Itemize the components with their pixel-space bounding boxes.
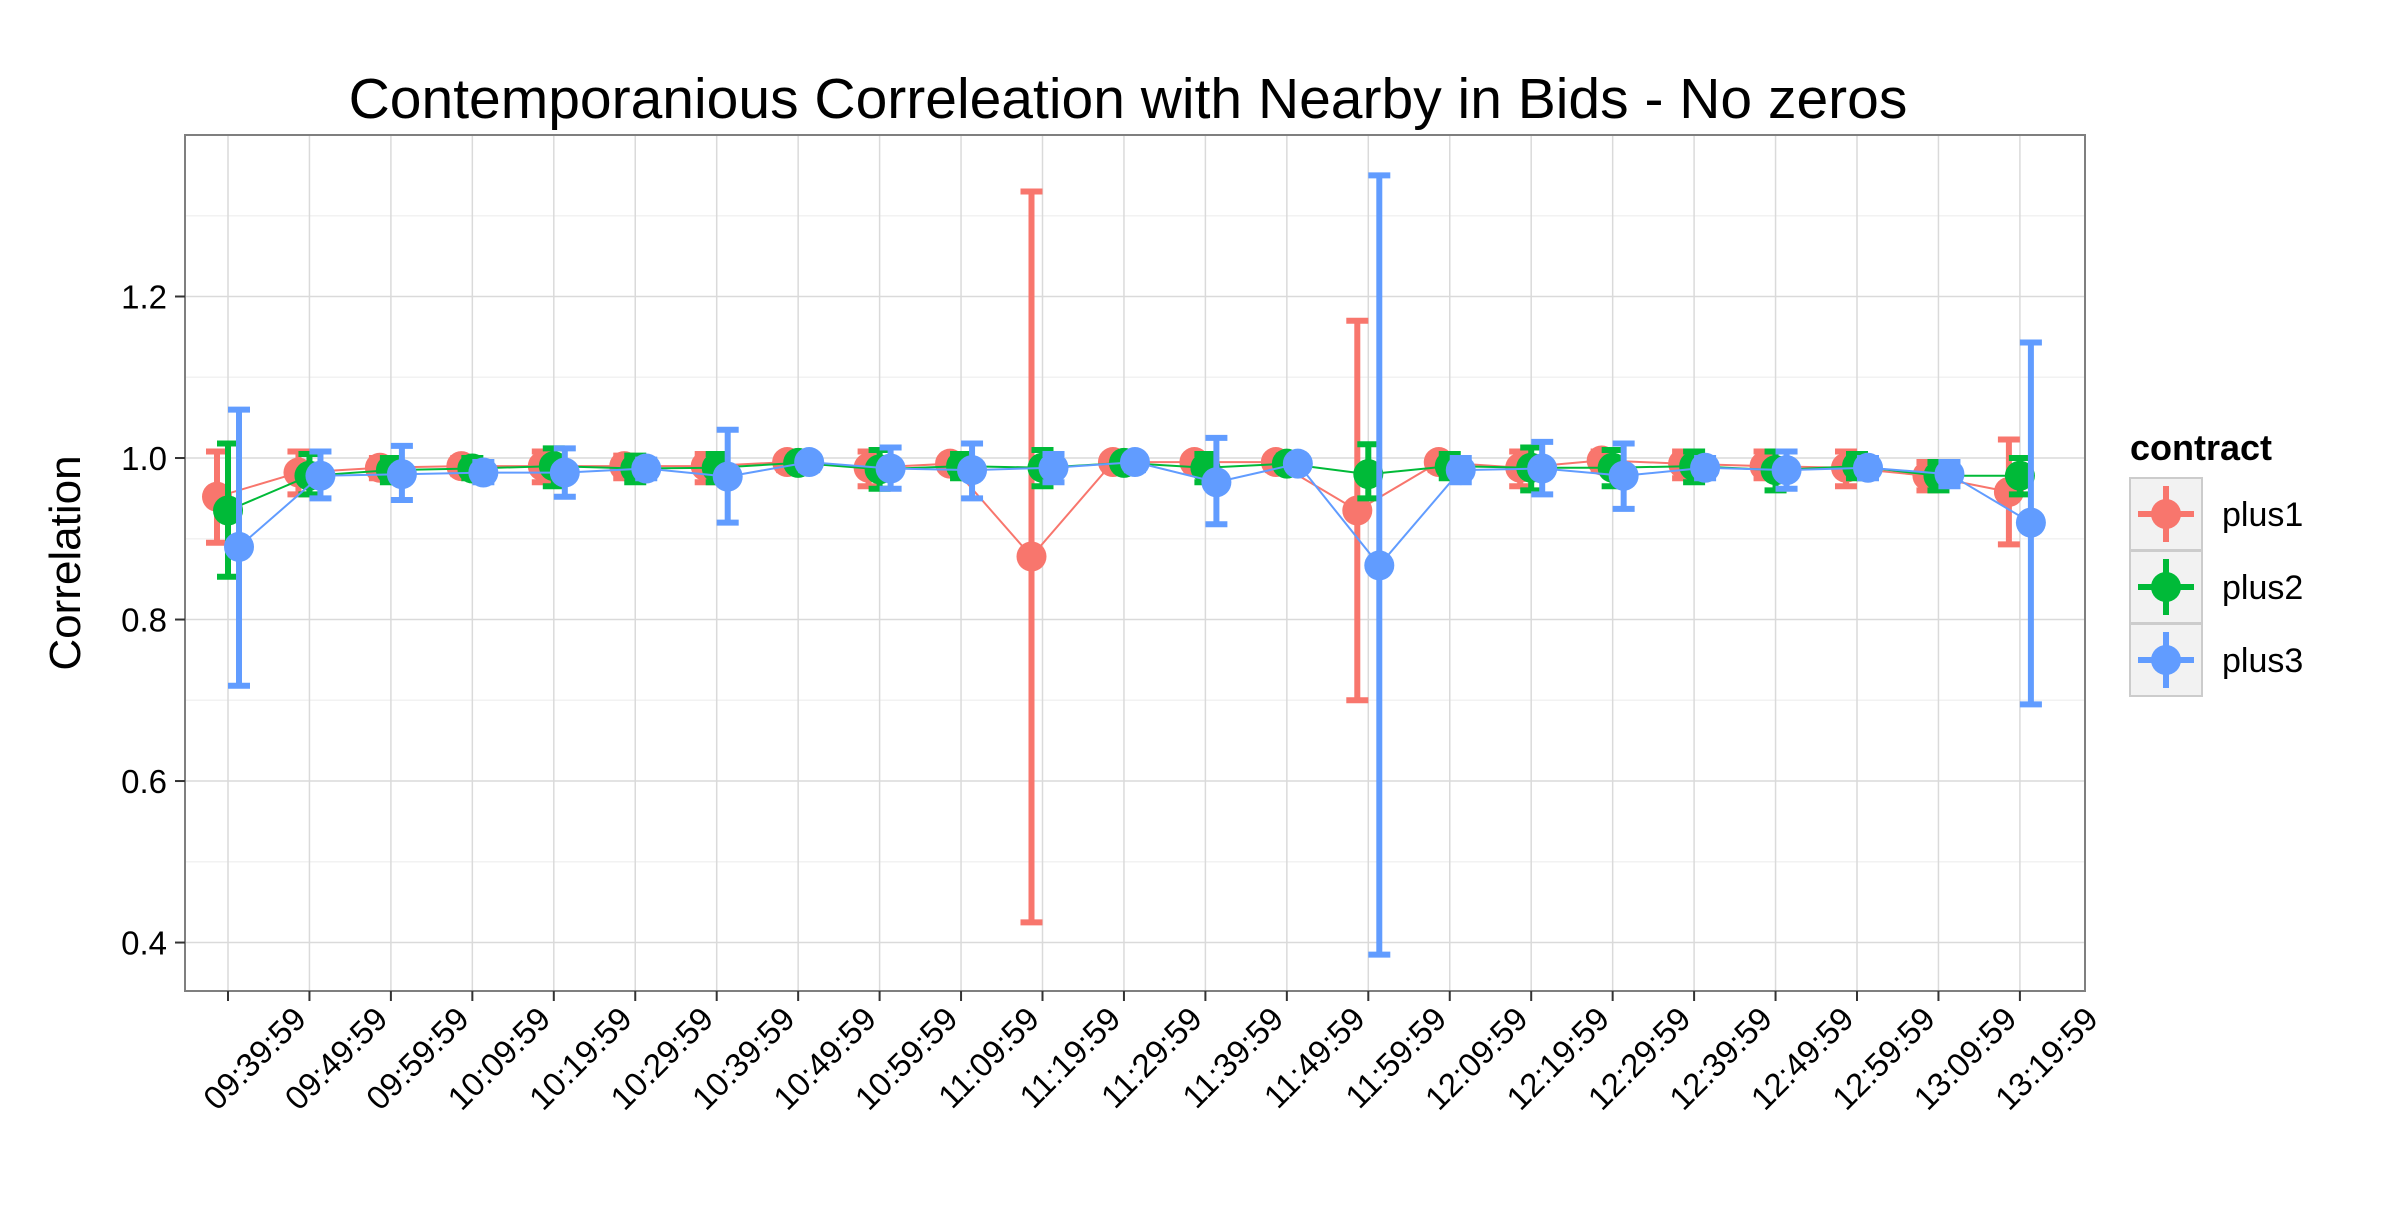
data-point xyxy=(2015,507,2046,538)
data-point xyxy=(712,461,743,492)
legend-label: plus2 xyxy=(2222,569,2303,607)
y-tick-label: 0.4 xyxy=(121,925,167,962)
plot-panel xyxy=(185,135,2085,991)
data-point xyxy=(1342,495,1373,526)
data-point xyxy=(957,455,988,486)
y-tick-label: 0.6 xyxy=(121,763,167,800)
legend-item-plus1: plus1 xyxy=(2129,477,2303,551)
legend-item-plus2: plus2 xyxy=(2129,550,2303,624)
data-point xyxy=(305,460,336,491)
plot-panel-border xyxy=(184,134,2086,992)
data-point xyxy=(224,531,254,562)
data-point xyxy=(2004,460,2035,491)
legend: contract plus1 plus2 plus3 xyxy=(2129,427,2303,697)
legend-item-plus3: plus3 xyxy=(2129,623,2303,697)
data-point xyxy=(386,459,417,490)
data-point xyxy=(1364,550,1395,581)
data-point xyxy=(468,457,499,488)
legend-label: plus3 xyxy=(2222,642,2303,680)
data-point xyxy=(1527,453,1558,484)
data-point xyxy=(1771,455,1802,486)
data-point xyxy=(549,457,580,488)
legend-key-point xyxy=(2151,645,2181,675)
data-point xyxy=(1119,447,1150,478)
data-point xyxy=(1690,452,1721,483)
chart-title: Contemporanious Correleation with Nearby… xyxy=(349,67,1908,131)
series-plus3 xyxy=(224,172,2046,958)
legend-title: contract xyxy=(2130,427,2272,468)
data-point xyxy=(1016,541,1047,572)
legend-key-point xyxy=(2151,499,2181,529)
data-point xyxy=(1934,459,1965,490)
data-point xyxy=(1201,467,1232,498)
y-tick-label: 1.0 xyxy=(121,440,167,477)
data-point xyxy=(794,447,825,478)
y-tick-label: 1.2 xyxy=(121,279,167,316)
data-point xyxy=(1038,452,1069,483)
y-axis-label: Correlation xyxy=(41,455,90,670)
series-layer xyxy=(202,172,2046,958)
legend-key-point xyxy=(2151,572,2181,602)
legend-label: plus1 xyxy=(2222,496,2303,534)
data-point xyxy=(875,453,906,484)
data-point xyxy=(1282,448,1313,479)
data-point xyxy=(1608,460,1639,491)
data-point xyxy=(213,495,243,526)
data-point xyxy=(631,453,662,484)
y-tick-label: 0.8 xyxy=(121,602,167,639)
data-point xyxy=(1353,459,1384,490)
data-point xyxy=(1445,455,1476,486)
data-point xyxy=(1853,452,1883,483)
